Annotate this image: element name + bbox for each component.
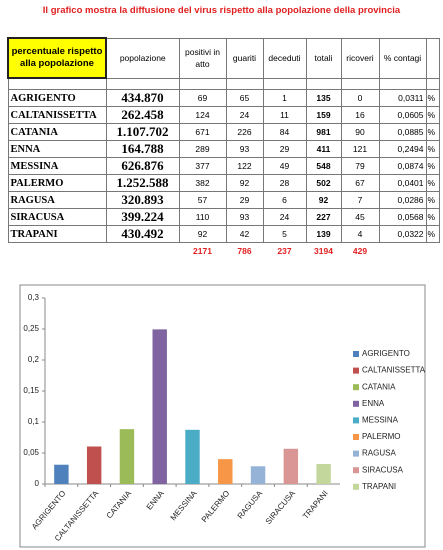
y-tick-label: 0,15 xyxy=(23,386,39,395)
legend-swatch xyxy=(353,483,359,490)
y-tick-label: 0,1 xyxy=(28,417,40,426)
table-cell: 1.252.588 xyxy=(105,174,180,192)
legend-label: SIRACUSA xyxy=(362,465,404,474)
bar xyxy=(119,429,135,484)
legend-label: RAGUSA xyxy=(362,449,396,458)
legend-label: ENNA xyxy=(362,399,385,408)
chart-frame xyxy=(19,284,426,548)
legend-label: MESSINA xyxy=(362,416,399,425)
table-row: RAGUSA 320.893 57 29 6 92 7 0,0286% xyxy=(7,191,440,209)
table-row: TRAPANI 430.492 92 42 5 139 4 0,0322% xyxy=(7,225,440,243)
table-cell: popolazione xyxy=(105,37,180,79)
legend-label: AGRIGENTO xyxy=(362,349,410,358)
table-cell: percentuale rispetto alla popolazione xyxy=(7,37,107,79)
bar xyxy=(218,459,233,484)
table-cell: 0,0322 xyxy=(378,225,427,243)
legend-label: TRAPANI xyxy=(362,482,396,491)
table-cell: 237 xyxy=(277,246,292,256)
bar xyxy=(283,448,299,484)
y-tick-label: 0,3 xyxy=(28,293,40,302)
bar xyxy=(316,464,331,484)
x-tick-label: CATANIA xyxy=(105,488,134,520)
table-cell: % xyxy=(425,225,440,243)
x-tick-label: PALERMO xyxy=(200,489,232,524)
table-cell: 3194 xyxy=(314,246,333,256)
table-cell: 786 xyxy=(237,246,252,256)
y-tick-label: 0,2 xyxy=(28,355,40,364)
legend-swatch xyxy=(353,450,359,457)
y-tick-label: 0 xyxy=(35,479,40,488)
legend-swatch xyxy=(353,467,359,474)
legend-swatch xyxy=(353,384,359,391)
table-cell: 626.876 xyxy=(105,157,180,175)
legend-label: PALERMO xyxy=(362,432,401,441)
x-tick-label: ENNA xyxy=(145,488,167,511)
legend-swatch xyxy=(353,417,359,424)
table-cell: % contagi xyxy=(378,37,427,79)
table-row: SIRACUSA 399.224 110 93 24 227 45 0,0568% xyxy=(7,208,440,226)
table-cell xyxy=(425,37,440,79)
table-cell: guariti xyxy=(225,37,264,79)
table-row: percentuale rispetto alla popolazione pop… xyxy=(7,37,440,79)
bar xyxy=(152,329,167,484)
x-tick-label: SIRACUSA xyxy=(264,488,298,526)
legend-swatch xyxy=(353,400,359,407)
data-table: percentuale rispetto alla popolazione pop… xyxy=(7,37,440,259)
legend-label: CATANIA xyxy=(362,382,396,391)
table-row: CATANIA 1.107.702 671 226 84 981 90 0,0885% xyxy=(7,123,440,141)
table-cell: 320.893 xyxy=(105,191,180,209)
table-cell: totali xyxy=(305,37,342,79)
table-cell: % xyxy=(425,191,440,209)
legend-swatch xyxy=(353,434,359,440)
bar xyxy=(86,446,102,484)
legend-label: CALTANISSETTA xyxy=(362,366,426,375)
table-cell: 2171 xyxy=(193,246,212,256)
y-tick-label: 0,05 xyxy=(23,448,39,457)
table-cell: 429 xyxy=(352,246,368,256)
table-cell: 262.458 xyxy=(105,106,180,124)
table-cell: deceduti xyxy=(262,37,307,79)
page-title: Il grafico mostra la diffusione del viru… xyxy=(42,5,401,16)
bar xyxy=(250,466,266,484)
x-tick-label: RAGUSA xyxy=(236,488,265,520)
table-row: PALERMO 1.252.588 382 92 28 502 67 0,0401% xyxy=(7,174,440,192)
legend-swatch xyxy=(353,367,359,374)
x-tick-label: TRAPANI xyxy=(301,489,330,521)
x-tick-label: MESSINA xyxy=(169,488,199,522)
table-cell: 430.492 xyxy=(105,225,180,243)
table-cell: 434.870 xyxy=(105,89,180,107)
table-row: CALTANISSETTA 262.458 124 24 11 159 16 0,0605% xyxy=(7,106,440,124)
legend-swatch xyxy=(353,351,359,357)
bar xyxy=(54,464,69,484)
table-cell: % xyxy=(425,157,440,175)
bar xyxy=(185,429,200,484)
table-row: 2171 786 237 3194 429 xyxy=(8,243,439,260)
y-tick-label: 0,25 xyxy=(23,324,39,333)
